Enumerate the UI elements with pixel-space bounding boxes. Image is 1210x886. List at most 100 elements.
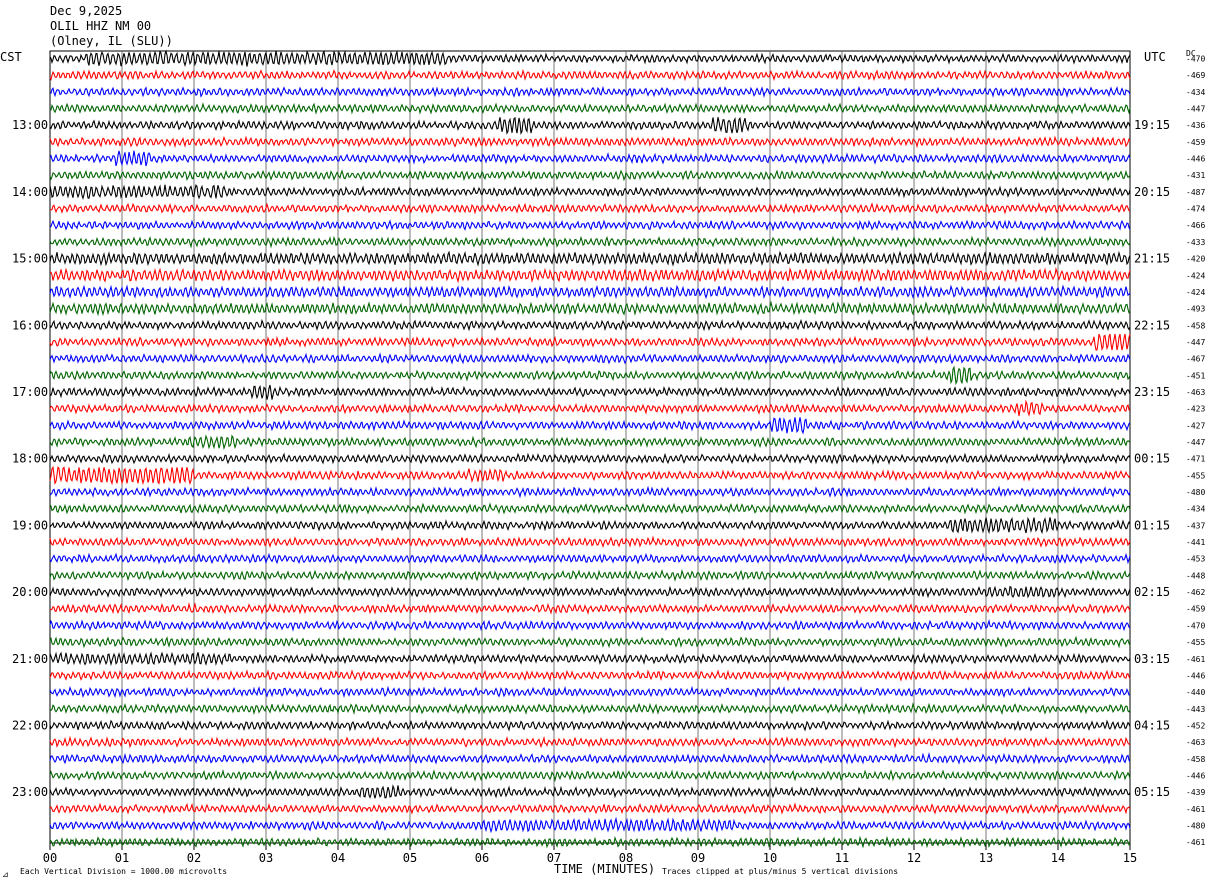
seismic-trace <box>49 465 1131 486</box>
dc-offset-label: -455 <box>1186 638 1205 647</box>
seismic-trace <box>49 651 1131 667</box>
right-hour-label: 19:15 <box>1134 118 1170 132</box>
seismic-trace <box>49 816 1131 834</box>
x-tick-label: 07 <box>547 851 561 865</box>
right-hour-label: 03:15 <box>1134 652 1170 666</box>
dc-offset-label: -462 <box>1186 588 1205 597</box>
dc-offset-label: -463 <box>1186 388 1205 397</box>
seismic-trace <box>49 635 1131 649</box>
dc-offset-label: -493 <box>1186 305 1205 314</box>
x-tick-label: 06 <box>475 851 489 865</box>
dc-offset-label: -461 <box>1186 655 1205 664</box>
left-hour-label: 22:00 <box>12 718 48 732</box>
seismic-trace <box>49 318 1131 332</box>
station-title: OLIL HHZ NM 00 <box>50 19 152 33</box>
seismic-trace <box>49 219 1131 232</box>
left-hour-label: 18:00 <box>12 452 48 466</box>
dc-offset-label: -470 <box>1186 55 1205 64</box>
x-tick-label: 11 <box>835 851 849 865</box>
left-timezone-label: CST <box>0 50 22 64</box>
left-hour-label: 23:00 <box>12 785 48 799</box>
seismic-trace <box>49 752 1131 765</box>
dc-offset-label: -448 <box>1186 571 1205 580</box>
left-hour-label: 17:00 <box>12 385 48 399</box>
dc-offset-label: -447 <box>1186 338 1205 347</box>
dc-offset-label: -447 <box>1186 438 1205 447</box>
right-hour-label: 05:15 <box>1134 785 1170 799</box>
dc-offset-label: -452 <box>1186 721 1205 730</box>
dc-offset-label: -458 <box>1186 755 1205 764</box>
dc-offset-label: -446 <box>1186 155 1205 164</box>
dc-offset-label: -447 <box>1186 105 1205 114</box>
seismic-trace <box>49 669 1131 682</box>
seismic-trace <box>49 802 1131 815</box>
dc-offset-label: -439 <box>1186 788 1205 797</box>
left-hour-label: 21:00 <box>12 652 48 666</box>
dc-offset-label: -461 <box>1186 805 1205 814</box>
seismic-trace <box>49 135 1131 149</box>
dc-offset-label: -446 <box>1186 771 1205 780</box>
dc-offset-label: -433 <box>1186 238 1205 247</box>
dc-offset-label: -431 <box>1186 171 1205 180</box>
dc-offset-label: -458 <box>1186 321 1205 330</box>
dc-header-label: DC <box>1186 49 1196 58</box>
dc-offset-label: -480 <box>1186 821 1205 830</box>
right-hour-label: 22:15 <box>1134 318 1170 332</box>
dc-offset-label: -451 <box>1186 371 1205 380</box>
dc-offset-label: -424 <box>1186 288 1205 297</box>
seismic-trace <box>49 685 1131 699</box>
dc-offset-label: -467 <box>1186 355 1205 364</box>
x-tick-label: 14 <box>1051 851 1065 865</box>
left-hour-label: 15:00 <box>12 252 48 266</box>
dc-offset-label: -420 <box>1186 255 1205 264</box>
seismic-trace <box>49 333 1131 351</box>
seismic-trace <box>49 602 1131 615</box>
x-tick-label: 10 <box>763 851 777 865</box>
seismic-trace <box>49 352 1131 365</box>
seismic-trace <box>49 300 1131 317</box>
x-tick-label: 09 <box>691 851 705 865</box>
x-tick-label: 13 <box>979 851 993 865</box>
dc-offset-label: -480 <box>1186 488 1205 497</box>
left-hour-label: 13:00 <box>12 118 48 132</box>
seismic-trace <box>49 835 1131 849</box>
seismic-trace <box>49 702 1131 716</box>
scale-note: Each Vertical Division = 1000.00 microvo… <box>20 867 228 876</box>
x-tick-label: 04 <box>331 851 345 865</box>
seismic-trace <box>49 585 1131 599</box>
seismic-trace <box>49 365 1131 386</box>
dc-offset-label: -434 <box>1186 505 1205 514</box>
x-tick-label: 01 <box>115 851 129 865</box>
seismic-trace <box>49 183 1131 201</box>
seismic-trace <box>49 434 1131 451</box>
plot-frame <box>49 50 1131 844</box>
dc-offset-label: -471 <box>1186 455 1205 464</box>
dc-offset-label: -459 <box>1186 605 1205 614</box>
x-axis-title: TIME (MINUTES) <box>554 862 656 876</box>
dc-offset-label: -455 <box>1186 471 1205 480</box>
seismic-trace <box>49 535 1131 548</box>
dc-offset-label: -440 <box>1186 688 1205 697</box>
seismic-trace <box>49 569 1131 582</box>
seismic-trace <box>49 452 1131 466</box>
seismic-trace <box>49 719 1131 732</box>
x-tick-label: 08 <box>619 851 633 865</box>
dc-offset-label: -459 <box>1186 138 1205 147</box>
dc-offset-label: -427 <box>1186 421 1205 430</box>
clip-note: Traces clipped at plus/minus 5 vertical … <box>662 867 899 876</box>
seismic-trace <box>49 502 1131 515</box>
seismic-trace <box>50 266 1131 284</box>
seismic-trace <box>49 284 1131 300</box>
right-hour-label: 04:15 <box>1134 718 1170 732</box>
seismic-trace <box>50 85 1131 99</box>
x-tick-label: 15 <box>1123 851 1137 865</box>
right-hour-label: 20:15 <box>1134 185 1170 199</box>
right-hour-label: 21:15 <box>1134 252 1170 266</box>
seismic-trace <box>49 49 1131 68</box>
dc-offset-label: -446 <box>1186 671 1205 680</box>
plot-mark-icon: ⊿ <box>2 870 9 879</box>
right-hour-label: 00:15 <box>1134 452 1170 466</box>
right-hour-label: 23:15 <box>1134 385 1170 399</box>
dc-offset-label: -434 <box>1186 88 1205 97</box>
dc-offset-label: -466 <box>1186 221 1205 230</box>
